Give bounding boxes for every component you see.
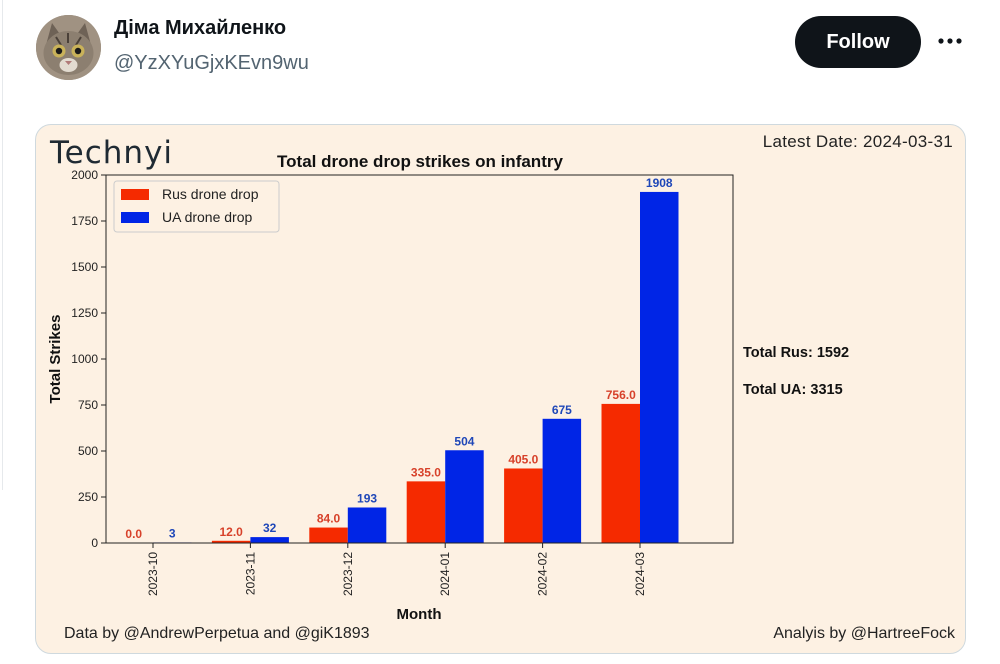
ua-bar bbox=[640, 191, 679, 543]
y-tick-label: 500 bbox=[78, 444, 98, 458]
x-tick-label: 2024-03 bbox=[633, 552, 647, 596]
legend-swatch bbox=[121, 189, 149, 200]
ua-bar bbox=[445, 450, 484, 543]
follow-button[interactable]: Follow bbox=[795, 16, 921, 68]
y-tick-label: 0 bbox=[91, 536, 98, 550]
more-options-button[interactable] bbox=[933, 26, 967, 56]
legend-box bbox=[113, 180, 280, 233]
ua-bar bbox=[250, 537, 289, 543]
legend-label: UA drone drop bbox=[162, 209, 252, 225]
ua-value-label: 193 bbox=[357, 491, 377, 505]
logo-text: Technyi bbox=[50, 135, 174, 171]
legend-label: Rus drone drop bbox=[162, 186, 259, 202]
rus-value-label: 335.0 bbox=[411, 465, 441, 479]
total-rus-text: Total Rus: 1592 bbox=[743, 345, 850, 361]
ua-value-label: 32 bbox=[263, 521, 277, 535]
total-ua-text: Total UA: 3315 bbox=[743, 382, 843, 398]
ua-value-label: 3 bbox=[169, 526, 176, 540]
ua-value-label: 675 bbox=[552, 403, 572, 417]
y-tick-label: 1750 bbox=[71, 214, 98, 228]
rus-value-label: 12.0 bbox=[219, 525, 243, 539]
tweet-media-image[interactable]: Technyi Latest Date: 2024-03-31 Total dr… bbox=[35, 124, 966, 654]
data-credit: Data by @AndrewPerpetua and @giK1893 bbox=[64, 625, 370, 642]
x-tick-label: 2023-10 bbox=[146, 552, 160, 596]
avatar[interactable] bbox=[36, 15, 101, 80]
y-tick-label: 750 bbox=[78, 398, 98, 412]
more-horizontal-icon bbox=[938, 38, 962, 44]
y-tick-label: 1500 bbox=[71, 260, 98, 274]
bars-group: 0.0 3 12.0 32 84.0 193 335.0 504 405.0 675 756.0 19… bbox=[125, 176, 679, 543]
cat-avatar-icon bbox=[36, 15, 101, 80]
rus-value-label: 405.0 bbox=[508, 452, 538, 466]
rus-bar bbox=[406, 481, 446, 543]
user-handle[interactable]: @YzXYuGjxKEvn9wu bbox=[114, 52, 309, 74]
analysis-credit: Analyis by @HartreeFock bbox=[773, 625, 955, 642]
y-tick-label: 2000 bbox=[71, 168, 98, 182]
rus-value-label: 0.0 bbox=[125, 527, 142, 541]
chart-title: Total drone drop strikes on infantry bbox=[277, 152, 563, 171]
rus-bar bbox=[211, 540, 251, 543]
display-name[interactable]: Діма Михайленко bbox=[114, 17, 287, 39]
x-tick-label: 2023-12 bbox=[341, 552, 355, 596]
y-tick-label: 1250 bbox=[71, 306, 98, 320]
ua-value-label: 504 bbox=[454, 434, 474, 448]
latest-date: Latest Date: 2024-03-31 bbox=[762, 132, 953, 151]
y-tick-label: 1000 bbox=[71, 352, 98, 366]
plot-frame bbox=[105, 174, 734, 544]
x-axis: 2023-10 2023-11 2023-12 2024-01 2024-02 2024-… bbox=[146, 543, 647, 596]
y-axis-label: Total Strikes bbox=[47, 315, 64, 404]
y-axis: 0 250 500 750 1000 1250 1500 1750 2000 bbox=[71, 168, 106, 550]
technyi-logo: Technyi bbox=[50, 135, 173, 171]
rus-bar bbox=[601, 403, 640, 543]
timeline-border bbox=[2, 0, 3, 490]
legend-swatch bbox=[121, 212, 149, 223]
rus-bar bbox=[504, 468, 543, 543]
x-tick-label: 2023-11 bbox=[243, 552, 257, 595]
ua-value-label: 1908 bbox=[646, 176, 673, 190]
y-tick-label: 250 bbox=[78, 490, 98, 504]
x-axis-label: Month bbox=[397, 606, 442, 623]
rus-value-label: 756.0 bbox=[606, 388, 636, 402]
drone-strikes-chart: Total drone drop strikes on infantry 0 25… bbox=[47, 152, 734, 623]
legend: Rus drone drop UA drone drop bbox=[113, 180, 280, 233]
rus-value-label: 84.0 bbox=[317, 512, 341, 526]
x-tick-label: 2024-02 bbox=[536, 552, 550, 596]
ua-bar bbox=[347, 507, 387, 543]
rus-bar bbox=[309, 527, 348, 543]
x-tick-label: 2024-01 bbox=[438, 552, 452, 596]
ua-bar bbox=[542, 418, 582, 543]
